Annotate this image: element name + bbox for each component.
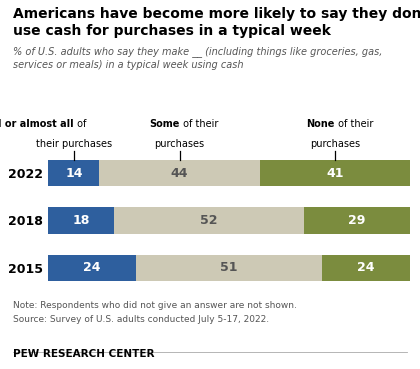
Text: purchases: purchases bbox=[155, 139, 205, 149]
Bar bbox=[48, 160, 100, 186]
Text: 52: 52 bbox=[200, 214, 218, 227]
Text: of: of bbox=[74, 119, 86, 129]
Text: of their: of their bbox=[180, 119, 218, 129]
Bar bbox=[114, 207, 304, 234]
Text: 18: 18 bbox=[72, 214, 90, 227]
Text: % of U.S. adults who say they make __ (including things like groceries, gas,
ser: % of U.S. adults who say they make __ (i… bbox=[13, 46, 382, 70]
Bar bbox=[322, 255, 410, 281]
Text: 24: 24 bbox=[83, 261, 101, 274]
Text: PEW RESEARCH CENTER: PEW RESEARCH CENTER bbox=[13, 349, 154, 359]
Text: use cash for purchases in a typical week: use cash for purchases in a typical week bbox=[13, 24, 331, 38]
Text: All or almost all: All or almost all bbox=[0, 119, 74, 129]
Text: Source: Survey of U.S. adults conducted July 5-17, 2022.: Source: Survey of U.S. adults conducted … bbox=[13, 315, 269, 324]
Bar bbox=[304, 207, 410, 234]
Bar bbox=[260, 160, 410, 186]
Bar bbox=[100, 160, 260, 186]
Text: purchases: purchases bbox=[310, 139, 360, 149]
Text: 14: 14 bbox=[65, 167, 83, 180]
Text: 44: 44 bbox=[171, 167, 189, 180]
Text: None: None bbox=[306, 119, 335, 129]
Text: of their: of their bbox=[335, 119, 373, 129]
Text: Some: Some bbox=[149, 119, 180, 129]
Text: Americans have become more likely to say they don’t: Americans have become more likely to say… bbox=[13, 7, 420, 21]
Text: 51: 51 bbox=[220, 261, 238, 274]
Bar bbox=[136, 255, 322, 281]
Text: 41: 41 bbox=[326, 167, 344, 180]
Text: their purchases: their purchases bbox=[36, 139, 112, 149]
Text: Note: Respondents who did not give an answer are not shown.: Note: Respondents who did not give an an… bbox=[13, 301, 297, 310]
Text: 24: 24 bbox=[357, 261, 375, 274]
Bar bbox=[48, 207, 114, 234]
Text: 29: 29 bbox=[348, 214, 365, 227]
Bar bbox=[48, 255, 136, 281]
